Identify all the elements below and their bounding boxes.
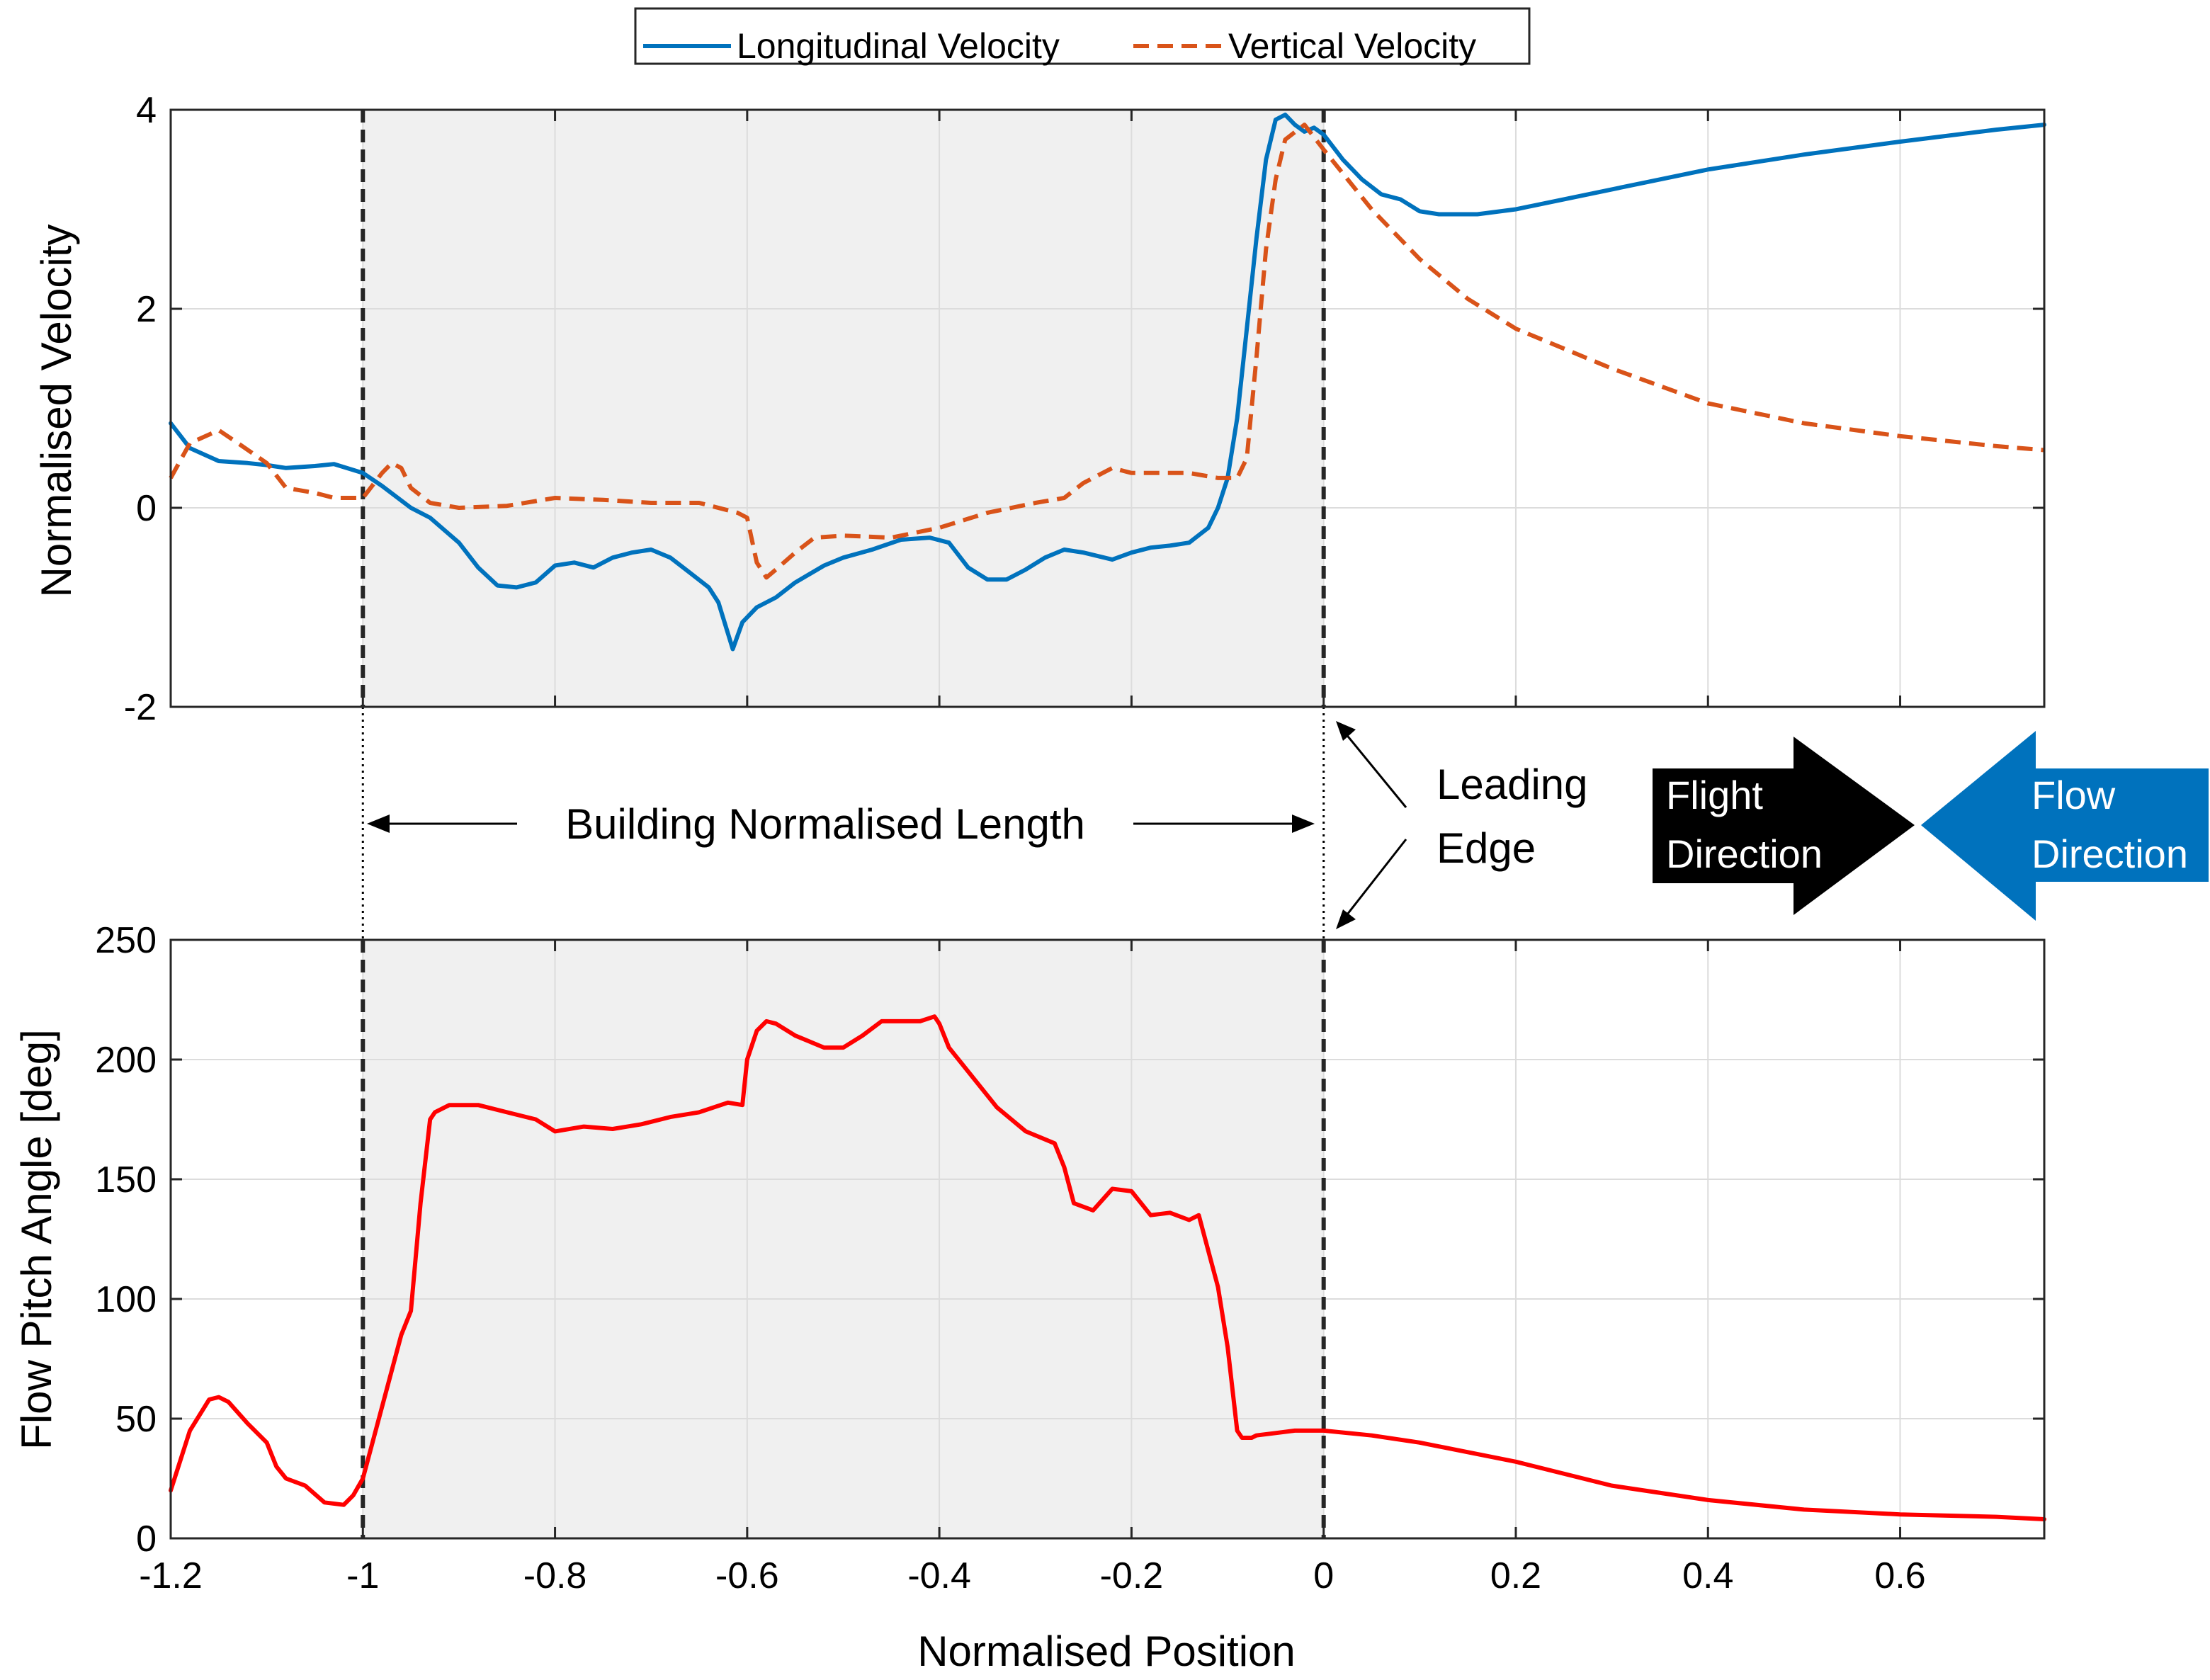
flow-direction-shape: [1921, 731, 2209, 921]
vertical-velocity-series-line: [169, 123, 2045, 580]
building-length-arrowhead-right: [1292, 815, 1315, 833]
tick-labels: -2 0 2 4 0 50 100 150 200 250 -1.2 -1 -0.8 -0.6 -0.4 -0…: [95, 90, 1925, 1596]
bottom-y-tick-label: 100: [95, 1279, 157, 1320]
flow-direction-line2: Direction: [2032, 832, 2188, 876]
flight-direction-line1: Flight: [1666, 773, 1763, 817]
bottom-x-tick-label: -1.2: [139, 1555, 203, 1596]
top-y-tick-label: -2: [124, 687, 157, 728]
bottom-y-tick-label: 250: [95, 920, 157, 961]
flight-direction-line2: Direction: [1666, 832, 1823, 876]
top-y-tick-label: 4: [136, 90, 157, 131]
bottom-y-tick-label: 200: [95, 1040, 157, 1081]
top-axes-frame: [169, 108, 2046, 708]
bottom-x-tick-label: 0.4: [1682, 1555, 1733, 1596]
leading-edge-arrowhead-up: [1336, 721, 1356, 741]
bottom-x-tick-label: -1: [346, 1555, 379, 1596]
leading-edge-annotation: Leading Edge: [1336, 721, 1588, 929]
flight-direction-shape: [1653, 737, 1915, 915]
top-y-tick-label: 2: [136, 289, 157, 330]
legend-box: [634, 7, 1531, 65]
legend-vertical-label: Vertical Velocity: [1228, 26, 1476, 66]
building-length-label: Building Normalised Length: [565, 800, 1085, 848]
leading-edge-pointer-down: [1341, 839, 1407, 921]
bottom-x-tick-label: -0.6: [715, 1555, 779, 1596]
bottom-x-tick-label: -0.4: [907, 1555, 971, 1596]
leading-edge-arrowhead-down: [1336, 909, 1356, 929]
data-series: [169, 113, 2046, 1521]
longitudinal-velocity-series-line: [169, 113, 2046, 652]
bottom-y-tick-label: 50: [115, 1399, 157, 1440]
legend-longitudinal-label: Longitudinal Velocity: [737, 26, 1060, 66]
building-length-annotation: Building Normalised Length: [367, 800, 1315, 848]
bottom-x-tick-label: 0.6: [1874, 1555, 1925, 1596]
shaded-building-regions: [363, 110, 1324, 1538]
bottom-axes-frame: [169, 938, 2046, 1540]
bottom-x-tick-label: 0.2: [1490, 1555, 1541, 1596]
leading-edge-pointer-up: [1341, 729, 1407, 808]
x-axis-label: Normalised Position: [917, 1628, 1296, 1675]
bottom-building-shade: [363, 940, 1324, 1538]
flight-direction-arrow: Flight Direction: [1653, 737, 1915, 915]
top-y-axis-label: Normalised Velocity: [33, 225, 80, 598]
flow-direction-line1: Flow: [2032, 773, 2116, 817]
flow-pitch-angle-series-line: [169, 1014, 2046, 1521]
bottom-y-tick-label: 0: [136, 1519, 157, 1560]
bottom-y-tick-label: 150: [95, 1159, 157, 1201]
bottom-x-tick-label: -0.8: [523, 1555, 587, 1596]
bottom-x-tick-label: -0.2: [1100, 1555, 1164, 1596]
leading-edge-label-line1: Leading: [1436, 761, 1588, 808]
top-building-shade: [363, 110, 1324, 707]
top-y-tick-label: 0: [136, 488, 157, 529]
bottom-y-axis-label: Flow Pitch Angle [deg]: [13, 1029, 60, 1450]
axes-frames: [169, 108, 2046, 1540]
bottom-x-tick-label: 0: [1313, 1555, 1334, 1596]
building-length-arrowhead-left: [367, 815, 390, 833]
legend: Longitudinal Velocity Vertical Velocity: [634, 7, 1531, 66]
building-edge-lines: [361, 110, 1326, 1538]
flow-direction-arrow: Flow Direction: [1921, 731, 2209, 921]
leading-edge-label-line2: Edge: [1436, 824, 1536, 872]
